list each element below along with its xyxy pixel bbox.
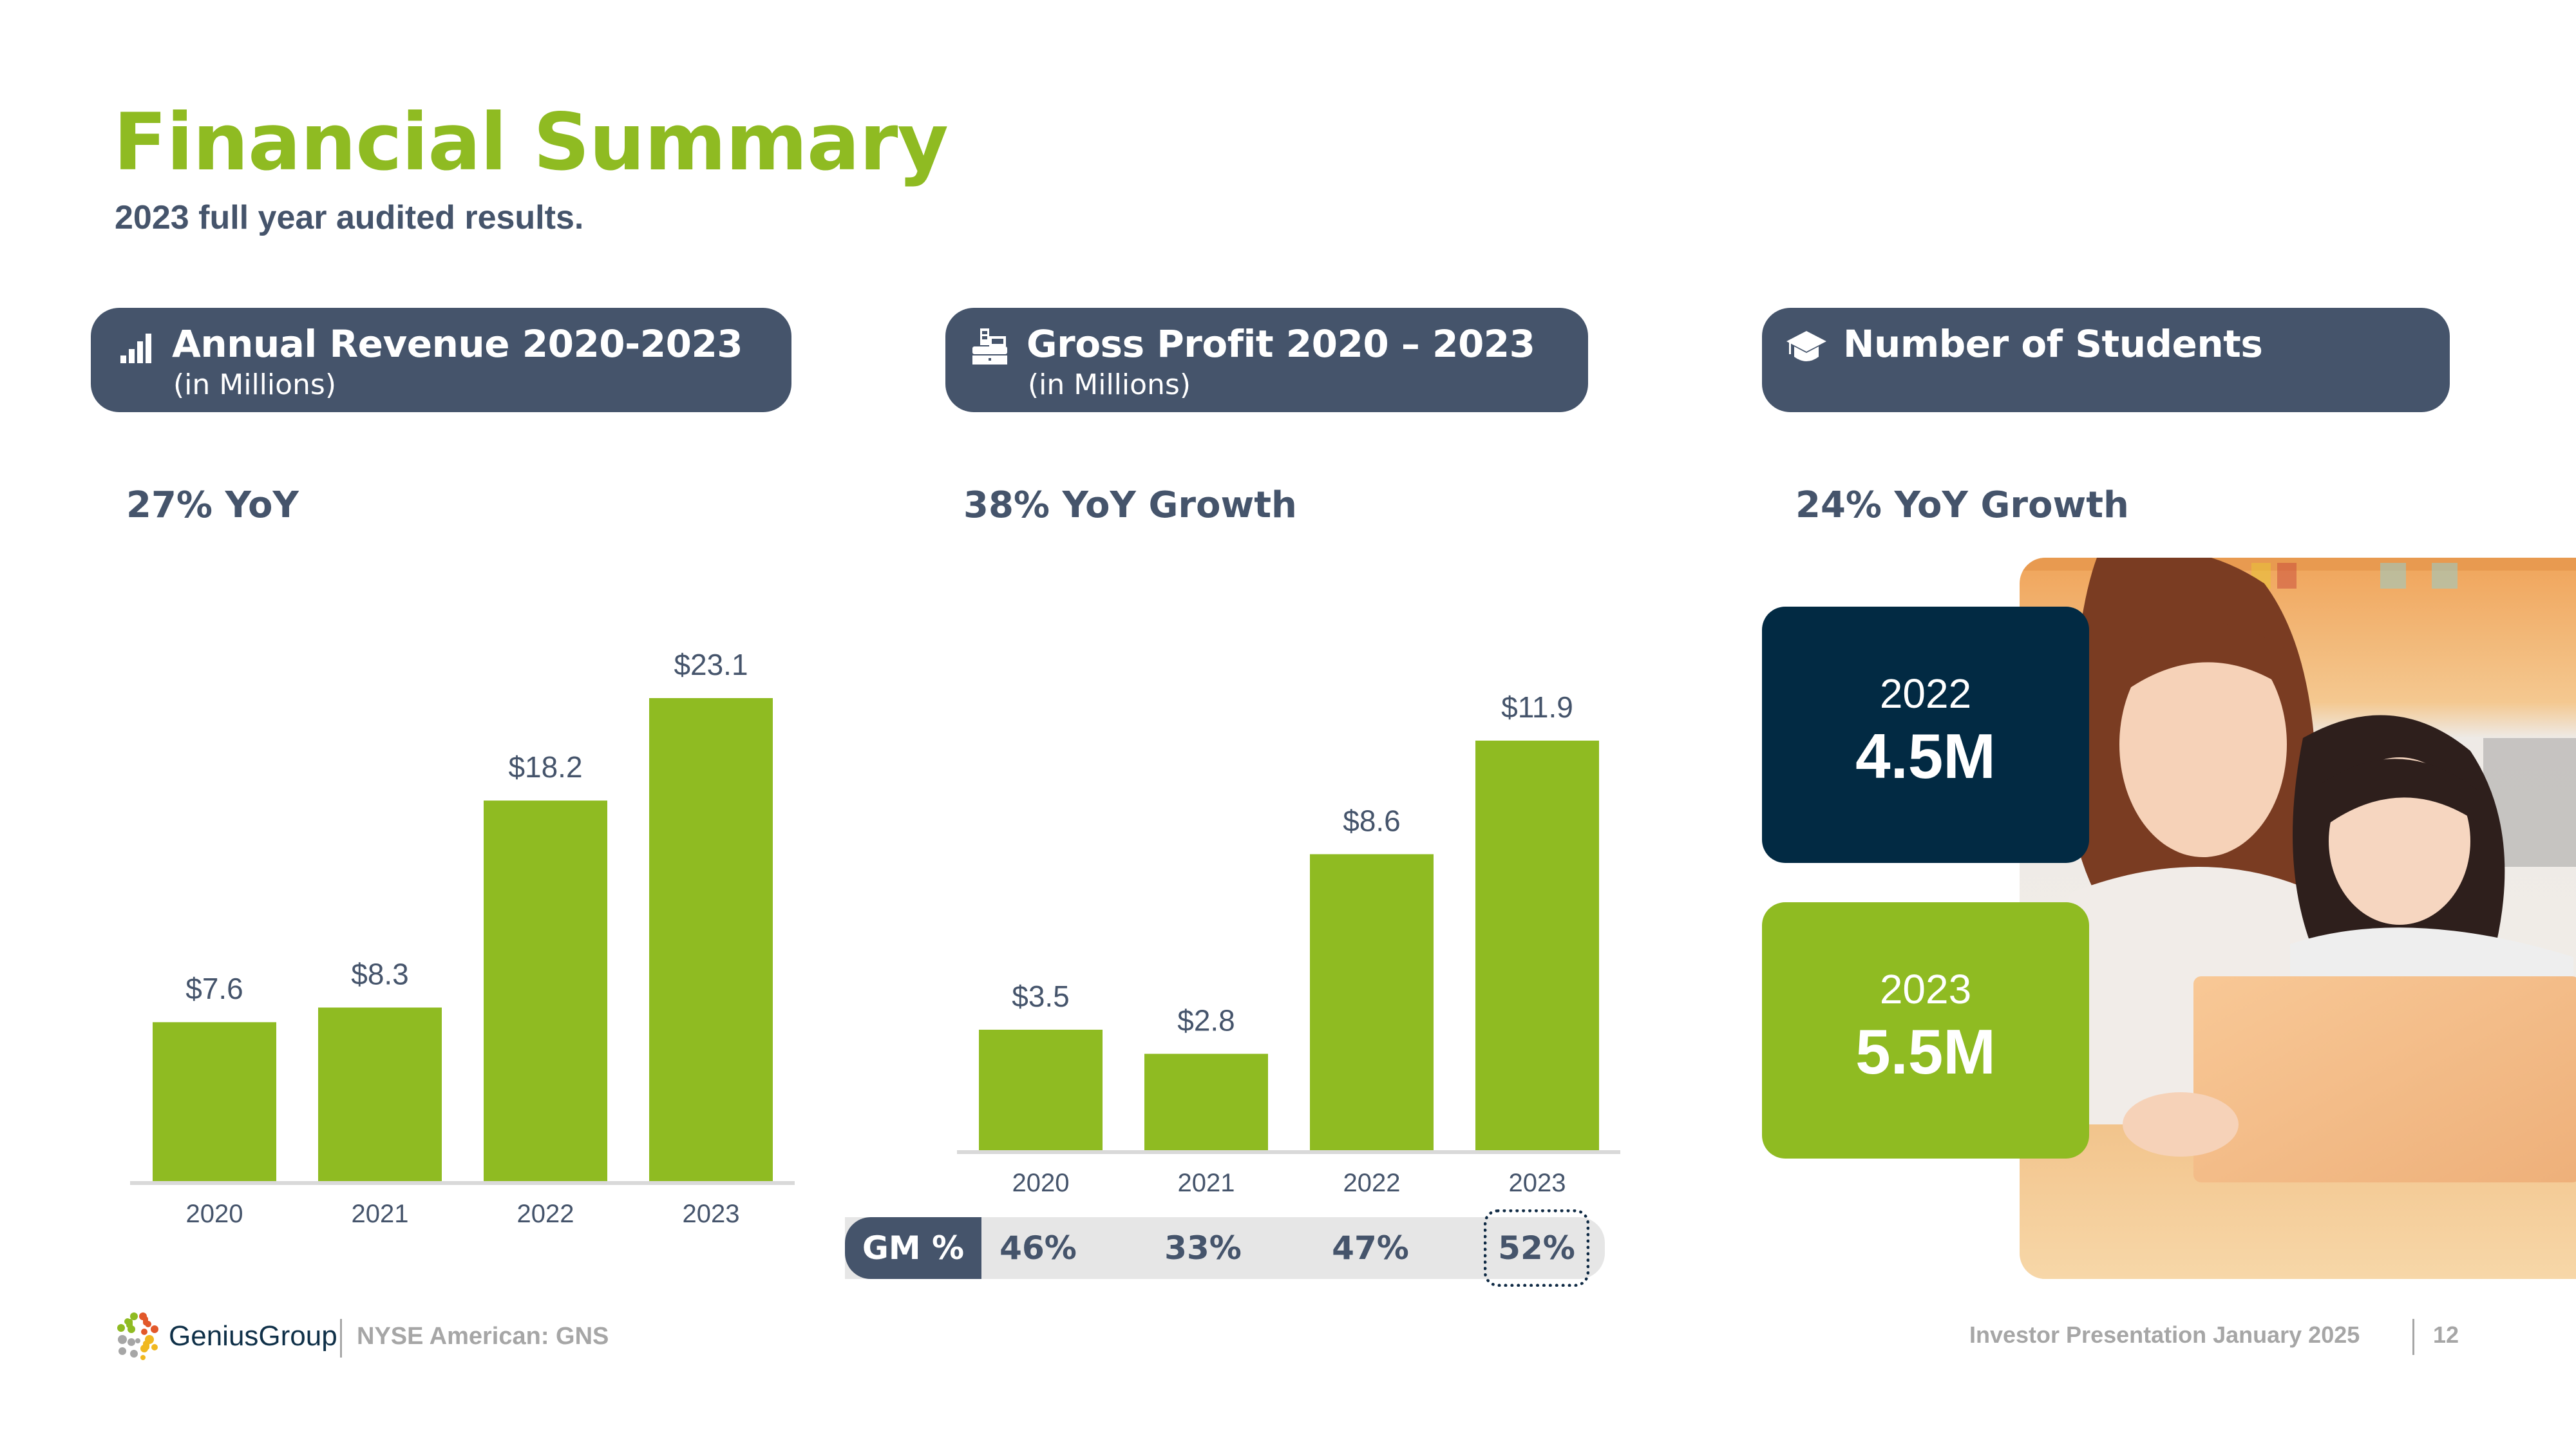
gross-margin-value-2020: 46% (999, 1229, 1077, 1267)
cash-register-icon (972, 328, 1007, 365)
mother-daughter-laptop-image (2020, 558, 2576, 1279)
bar-chart-icon (120, 334, 151, 363)
gross-profit-data-label-2020: $3.5 (1012, 980, 1070, 1013)
revenue-tick-label-2020: 2020 (186, 1200, 243, 1228)
students-2022-value: 4.5M (1855, 721, 1996, 791)
ticker-label: NYSE American: GNS (357, 1323, 609, 1350)
revenue-data-label-2021: $8.3 (351, 958, 409, 991)
gross-profit-bar-2022 (1310, 854, 1434, 1150)
footer-divider (340, 1319, 342, 1358)
gross-margin-label: GM % (845, 1217, 981, 1279)
gross-profit-tick-label-2023: 2023 (1509, 1169, 1566, 1197)
gross-profit-panel-subtitle: (in Millions) (1028, 368, 1191, 401)
gross-profit-data-label-2021: $2.8 (1177, 1003, 1235, 1037)
gross-margin-value-2022: 47% (1332, 1229, 1409, 1267)
revenue-tick-label-2022: 2022 (517, 1200, 574, 1228)
revenue-bar-2022 (484, 800, 607, 1181)
gross-profit-panel-title: Gross Profit 2020 – 2023 (1027, 322, 1535, 366)
gross-profit-data-label-2022: $8.6 (1343, 804, 1401, 837)
students-2023-value: 5.5M (1855, 1016, 1996, 1087)
gross-profit-bar-2023 (1475, 741, 1599, 1150)
students-2023-year: 2023 (1879, 966, 1972, 1012)
brand-name: GeniusGroup (169, 1320, 337, 1352)
revenue-bar-2023 (649, 698, 773, 1181)
revenue-panel-title: Annual Revenue 2020-2023 (172, 322, 743, 366)
revenue-bar-2020 (153, 1022, 276, 1181)
presentation-label: Investor Presentation January 2025 (1969, 1321, 2360, 1348)
revenue-header-pill: Annual Revenue 2020-2023 (in Millions) (91, 308, 791, 412)
gross-profit-tick-label-2021: 2021 (1178, 1169, 1235, 1197)
gross-margin-value-2021: 33% (1164, 1229, 1242, 1267)
page-subtitle: 2023 full year audited results. (115, 199, 584, 236)
gross-profit-tick-label-2022: 2022 (1343, 1169, 1401, 1197)
gross-profit-bar-2020 (979, 1029, 1103, 1150)
revenue-data-label-2022: $18.2 (508, 750, 582, 784)
revenue-data-label-2023: $23.1 (674, 648, 748, 681)
gross-profit-data-label-2023: $11.9 (1501, 690, 1573, 724)
gross-profit-tick-label-2020: 2020 (1012, 1169, 1070, 1197)
revenue-bar-2021 (318, 1007, 442, 1181)
students-panel-title: Number of Students (1843, 322, 2263, 366)
students-header-pill: Number of Students (1762, 308, 2450, 412)
gross-profit-header-pill: Gross Profit 2020 – 2023 (in Millions) (945, 308, 1588, 412)
graduation-cap-icon (1786, 331, 1826, 361)
students-2023-card: 2023 5.5M (1762, 902, 2089, 1159)
gross-margin-value-2023: 52% (1498, 1229, 1575, 1267)
gross-margin-highlight (1484, 1209, 1589, 1287)
gross-profit-bar-2021 (1144, 1054, 1268, 1150)
students-2022-year: 2022 (1879, 670, 1972, 717)
gross-profit-growth-label: 38% YoY Growth (963, 484, 1297, 526)
page-number: 12 (2433, 1321, 2459, 1348)
genius-group-logo-icon (117, 1312, 158, 1360)
students-growth-label: 24% YoY Growth (1795, 484, 2129, 526)
revenue-panel-subtitle: (in Millions) (173, 368, 337, 401)
students-photo (2020, 558, 2576, 1279)
footer-page-divider (2412, 1319, 2414, 1355)
revenue-data-label-2020: $7.6 (185, 972, 243, 1005)
revenue-tick-label-2023: 2023 (683, 1200, 740, 1228)
page-title: Financial Summary (113, 97, 949, 188)
students-2022-card: 2022 4.5M (1762, 607, 2089, 863)
revenue-growth-label: 27% YoY (126, 484, 299, 526)
revenue-tick-label-2021: 2021 (352, 1200, 409, 1228)
